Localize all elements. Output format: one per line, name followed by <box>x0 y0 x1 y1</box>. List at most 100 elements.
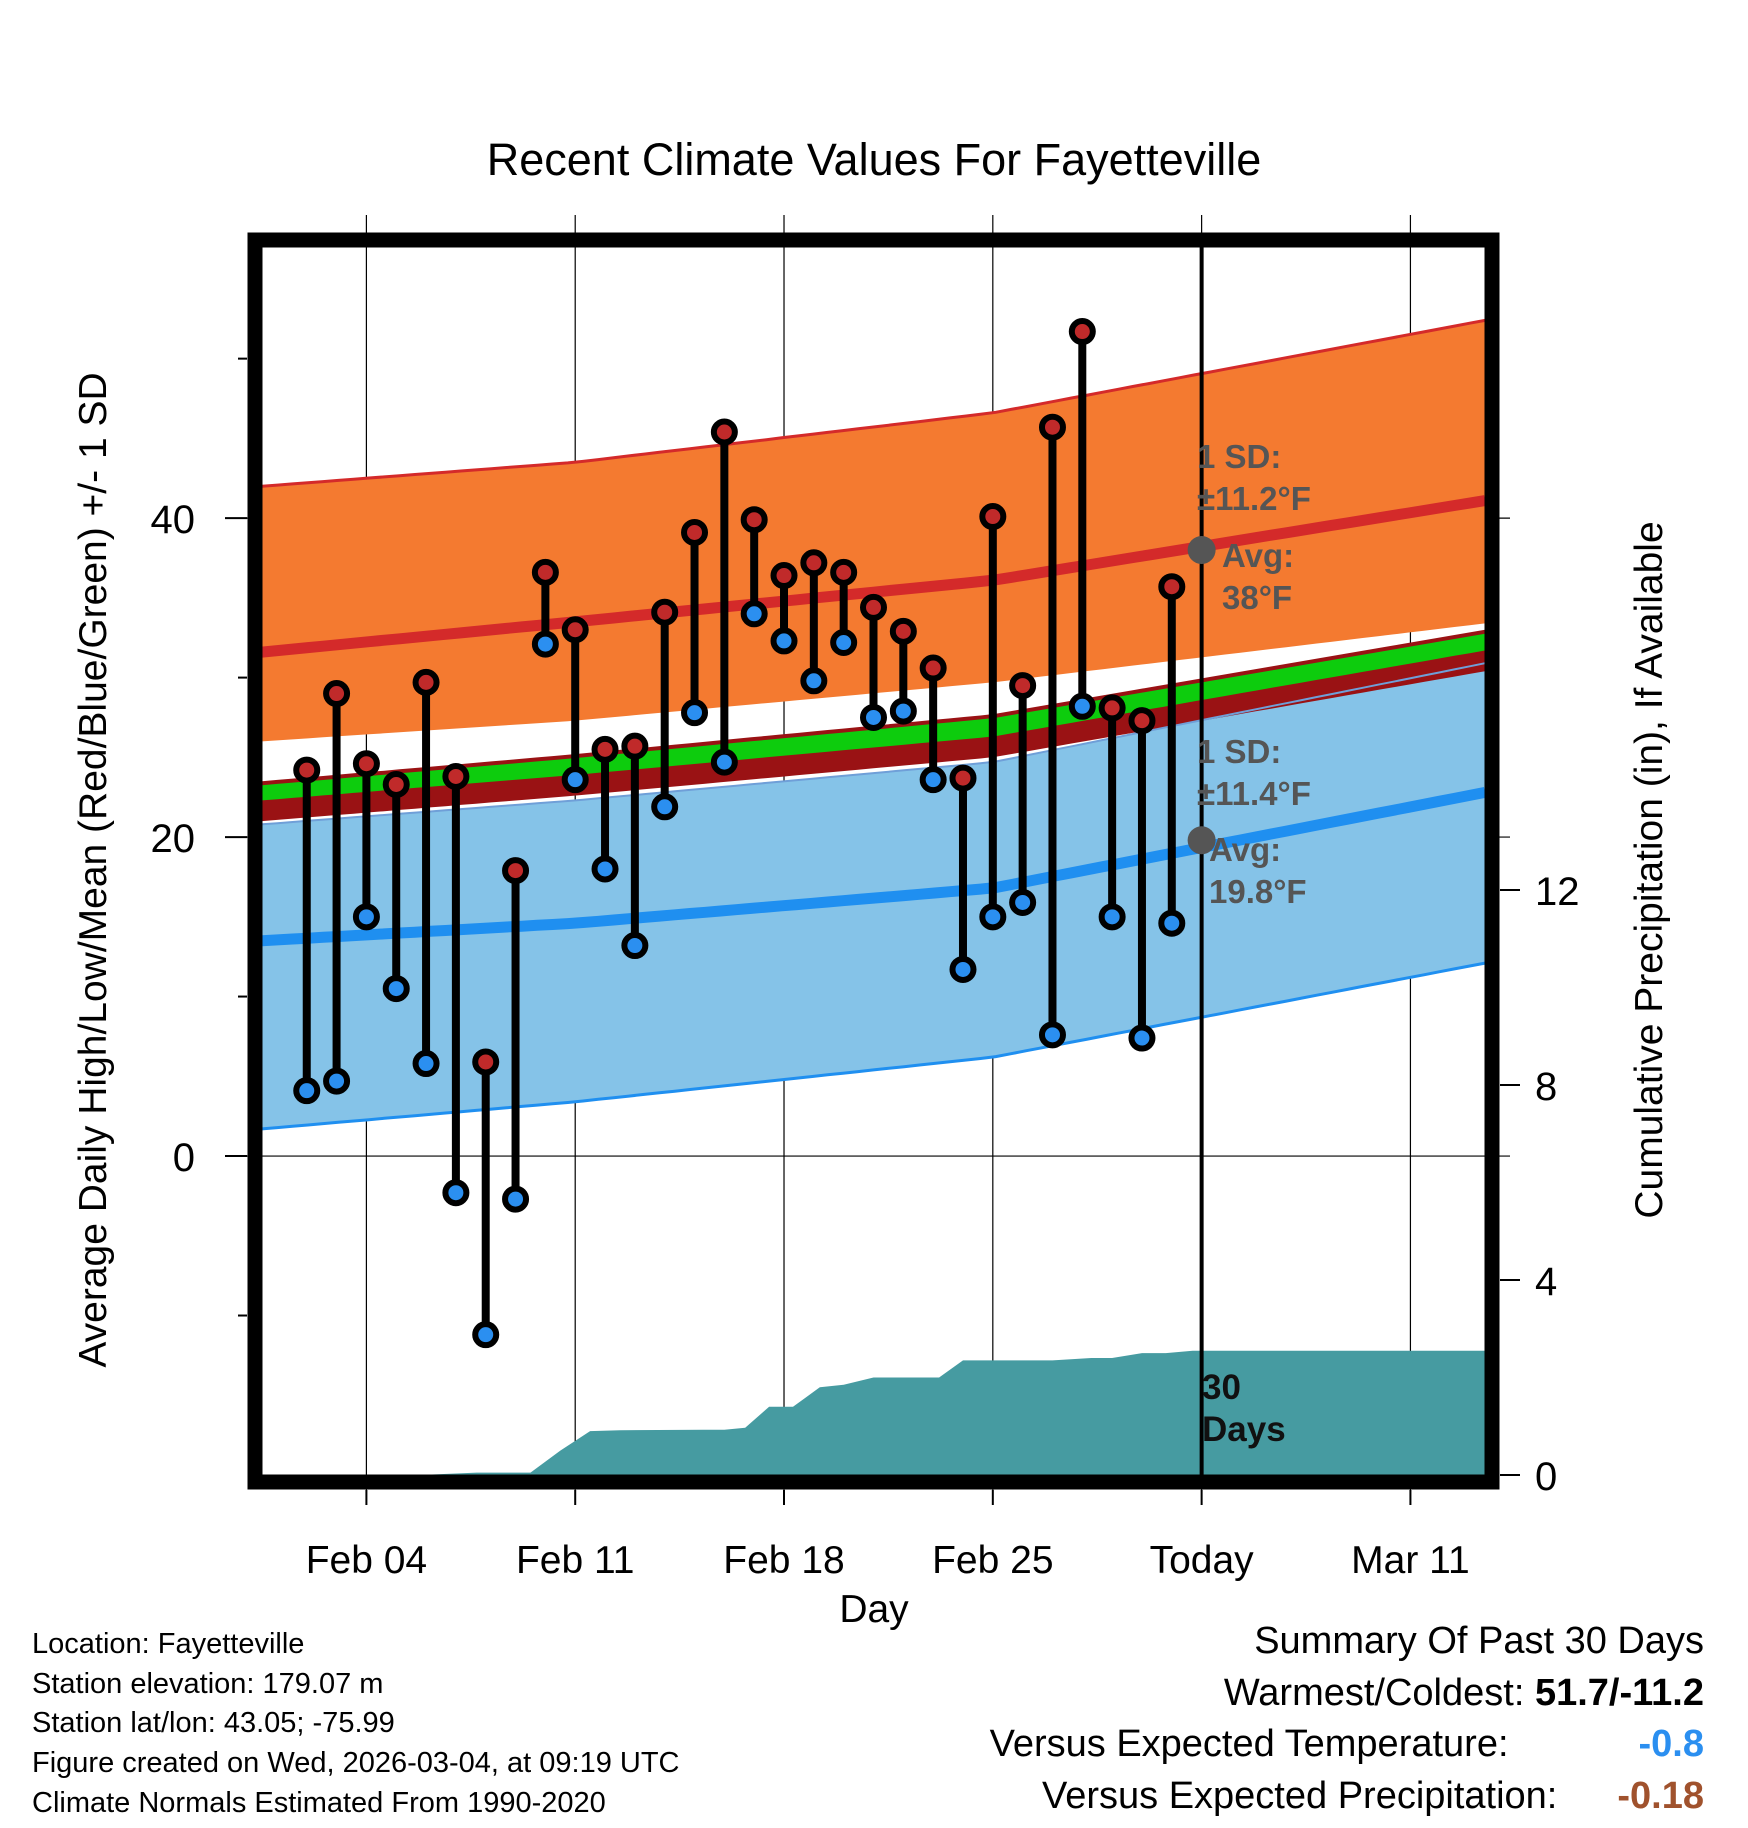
low-point <box>621 932 649 960</box>
low-point <box>1128 1024 1156 1052</box>
low-point <box>531 630 559 658</box>
low-point <box>949 955 977 983</box>
low-point <box>561 766 589 794</box>
high-point <box>1038 413 1066 441</box>
warm-cold-value: 51.7/-11.2 <box>1534 1672 1704 1714</box>
low-point <box>919 766 947 794</box>
high-point <box>1128 707 1156 735</box>
low-point <box>1009 888 1037 916</box>
y-tick-label: 40 <box>151 498 196 542</box>
high-point <box>561 616 589 644</box>
high-point <box>502 857 530 885</box>
high-point <box>1158 573 1186 601</box>
high-point <box>770 562 798 590</box>
summary-heading: Summary Of Past 30 Days <box>1254 1620 1704 1662</box>
high-point <box>979 503 1007 531</box>
info-location: Location: Fayetteville <box>32 1628 305 1660</box>
high-point <box>710 418 738 446</box>
high-point <box>531 558 559 586</box>
low-sd-annotation: 1 SD: ±11.4°F <box>1197 733 1311 812</box>
high-point <box>830 558 858 586</box>
summary-temp: Versus Expected Temperature: -0.8 <box>990 1723 1704 1766</box>
low-avg-annotation: Avg: 19.8°F <box>1209 831 1307 910</box>
warm-cold-label: Warmest/Coldest: <box>1223 1672 1525 1714</box>
low-point <box>860 703 887 731</box>
low-point <box>830 629 858 657</box>
precip-area <box>262 1350 1485 1475</box>
precip-value: -0.18 <box>1617 1775 1704 1817</box>
y-axis-label: Average Daily High/Low/Mean (Red/Blue/Gr… <box>72 372 115 1367</box>
low-point <box>710 748 738 776</box>
y-tick-label: 0 <box>173 1136 195 1180</box>
low-point <box>352 903 380 931</box>
low-point <box>293 1077 321 1105</box>
low-point <box>800 667 828 695</box>
info-created: Figure created on Wed, 2026-03-04, at 09… <box>32 1747 680 1779</box>
low-point <box>382 975 410 1003</box>
normal-low-line <box>261 787 1487 947</box>
high-point <box>412 668 440 696</box>
today-low-normal-marker <box>1187 826 1216 855</box>
low-point <box>412 1050 440 1078</box>
high-point <box>323 680 351 708</box>
high-point <box>1098 694 1126 722</box>
x-tick-label: Feb 18 <box>723 1539 844 1582</box>
high-point <box>949 764 977 792</box>
low-point <box>740 600 768 628</box>
low-point <box>472 1321 500 1349</box>
low-sd-lower-line <box>261 961 1486 1131</box>
high-avg-annotation: Avg: 38°F <box>1222 537 1294 616</box>
high-point <box>621 732 649 760</box>
high-point <box>740 506 768 534</box>
low-point <box>1158 909 1186 937</box>
high-point <box>1009 672 1037 700</box>
high-point <box>472 1048 500 1076</box>
temp-value: -0.8 <box>1638 1723 1704 1765</box>
low-point <box>1068 692 1096 720</box>
x-axis-label: Day <box>839 1588 909 1631</box>
precip-days-annotation: 30 Days <box>1202 1368 1286 1449</box>
info-normals: Climate Normals Estimated From 1990-2020 <box>32 1787 606 1819</box>
y-tick-label: 20 <box>151 817 196 861</box>
low-point <box>502 1185 530 1213</box>
info-latlon: Station lat/lon: 43.05; -75.99 <box>32 1707 395 1739</box>
low-point <box>770 627 798 655</box>
y2-tick-label: 0 <box>1535 1455 1557 1499</box>
temp-label: Versus Expected Temperature: <box>989 1723 1509 1765</box>
low-point <box>979 903 1007 931</box>
summary-warm-cold: Warmest/Coldest: 51.7/-11.2 <box>1224 1672 1704 1715</box>
high-point <box>889 617 917 645</box>
high-point <box>919 654 947 682</box>
summary-precip: Versus Expected Precipitation: -0.18 <box>1042 1775 1704 1818</box>
normal-high-line <box>261 495 1486 658</box>
low-point <box>681 699 709 727</box>
y2-tick-label: 4 <box>1535 1260 1557 1304</box>
low-point <box>591 855 619 883</box>
y2-tick-label: 8 <box>1535 1065 1557 1109</box>
low-point <box>889 697 917 725</box>
high-point <box>1068 318 1096 346</box>
precip-label: Versus Expected Precipitation: <box>1041 1775 1558 1817</box>
low-point <box>442 1179 470 1207</box>
plot-area: 1 SD: ±11.2°F Avg: 38°F 1 SD: ±11.4°F Avg: 19.8… <box>151 215 1580 1582</box>
low-point <box>651 793 679 821</box>
high-point <box>800 549 828 577</box>
y2-tick-label: 12 <box>1535 870 1580 914</box>
x-tick-label: Feb 11 <box>516 1539 635 1582</box>
low-sd-upper-line <box>261 662 1486 826</box>
x-tick-label: Mar 11 <box>1351 1539 1470 1582</box>
high-point <box>860 593 887 621</box>
low-point <box>1038 1021 1066 1049</box>
high-point <box>352 750 380 778</box>
x-tick-label: Feb 04 <box>306 1539 427 1582</box>
low-point <box>1098 903 1126 931</box>
high-point <box>681 518 709 546</box>
high-point <box>442 762 470 790</box>
chart-title: Recent Climate Values For Fayetteville <box>487 134 1261 185</box>
high-point <box>382 770 410 798</box>
high-point <box>651 598 679 626</box>
x-tick-label: Feb 25 <box>932 1539 1053 1582</box>
high-sd-upper-line <box>261 318 1486 488</box>
x-tick-label: Today <box>1150 1539 1255 1582</box>
